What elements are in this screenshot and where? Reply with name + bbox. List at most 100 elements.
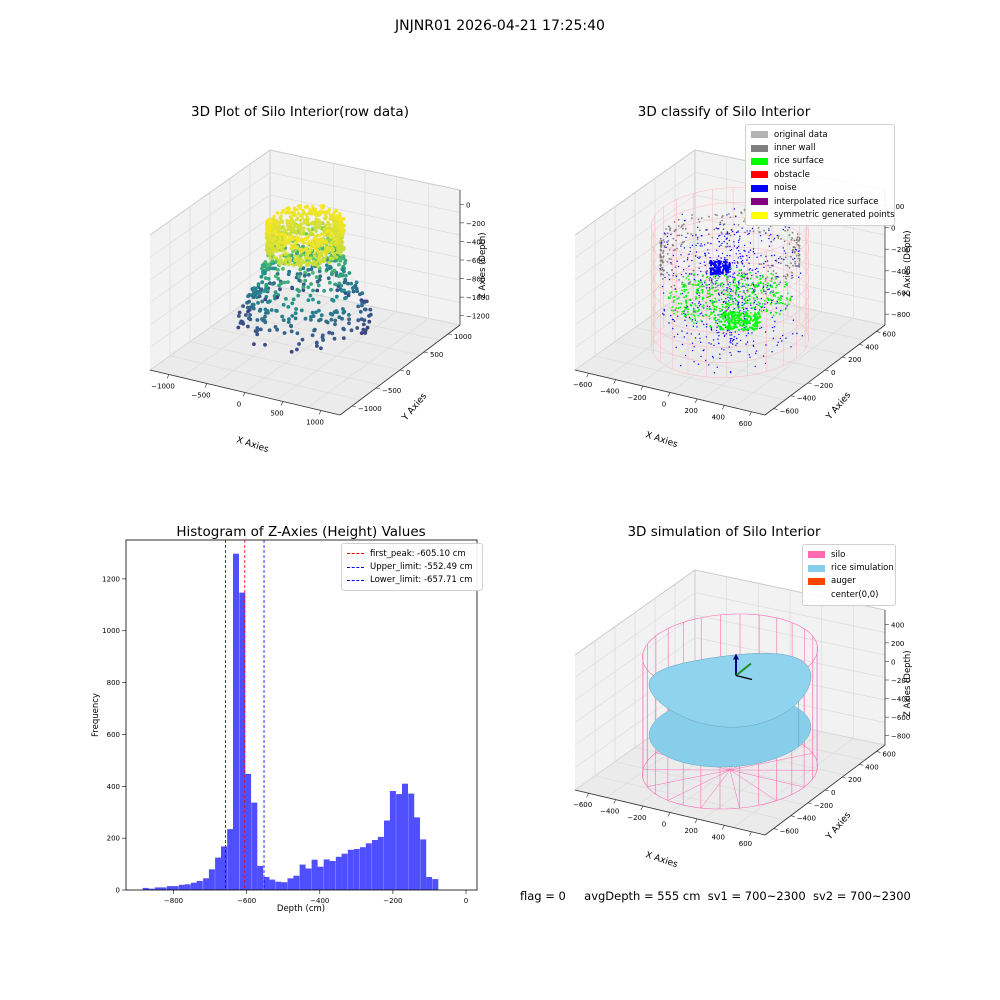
histogram-bar <box>426 877 433 890</box>
raw-point <box>272 214 276 218</box>
wall-point <box>665 228 667 230</box>
rice-surface-point <box>737 274 740 276</box>
raw-point <box>285 221 289 225</box>
rice-surface-point <box>742 306 745 309</box>
rice-surface-point <box>773 293 775 296</box>
noise-point <box>663 310 666 312</box>
raw-point <box>305 205 309 209</box>
rice-surface-point <box>721 313 724 316</box>
noise-point <box>727 296 729 298</box>
y-tick <box>447 333 453 336</box>
rice-surface-point <box>744 297 747 300</box>
rice-surface-point <box>712 286 714 289</box>
z-tick-label: −1200 <box>466 313 490 321</box>
rice-surface-point <box>739 269 742 272</box>
rice-surface-point <box>698 286 701 288</box>
noise-point <box>680 254 682 256</box>
wall-point <box>764 290 767 293</box>
noise-point <box>723 258 726 261</box>
raw-point <box>264 248 268 252</box>
noise-point <box>692 235 694 237</box>
noise-point <box>799 272 802 274</box>
raw-point <box>314 217 318 221</box>
noise-point <box>791 274 793 277</box>
noise-point <box>741 259 744 262</box>
wall-point <box>682 223 685 226</box>
raw-point <box>360 291 365 296</box>
rice-surface-point <box>676 298 679 300</box>
raw-point <box>287 317 291 321</box>
rice-surface-point <box>737 304 740 307</box>
legend-line-swatch <box>347 579 364 581</box>
raw-point <box>282 240 286 244</box>
rice-surface-point <box>726 278 729 281</box>
noise-point <box>681 330 683 332</box>
raw-point <box>306 242 310 246</box>
raw-point <box>311 204 315 209</box>
noise-point <box>753 252 756 255</box>
wall-point <box>720 231 723 234</box>
noise-point <box>711 278 713 280</box>
rice-surface-point <box>714 321 717 324</box>
noise-point <box>765 344 767 346</box>
rice-surface-point <box>692 314 695 317</box>
raw-point <box>324 319 329 324</box>
noise-point <box>746 230 748 232</box>
raw-point <box>320 241 324 245</box>
raw-point <box>236 325 241 330</box>
noise-point <box>740 257 742 260</box>
legend-item: rice surface <box>751 155 889 168</box>
rice-surface-point <box>754 318 757 321</box>
noise-point <box>703 349 705 351</box>
legend-item: Lower_limit: -657.71 cm <box>347 574 477 587</box>
x-tick-label: −400 <box>600 808 619 816</box>
simulation-x-axis-label: X Axies <box>644 850 679 870</box>
rice-surface-point <box>734 319 737 322</box>
raw-point <box>293 248 297 253</box>
noise-point <box>705 359 707 362</box>
raw-point <box>340 273 345 277</box>
noise-point <box>741 227 743 229</box>
rice-surface-point <box>741 274 744 276</box>
raw-point <box>288 219 292 223</box>
wall-point <box>713 228 716 231</box>
noise-point <box>759 303 761 305</box>
rice-surface-point <box>744 311 748 314</box>
raw-point <box>310 227 315 231</box>
raw-point <box>315 226 319 230</box>
raw-point <box>301 285 306 289</box>
noise-point <box>700 355 702 358</box>
rice-surface-point <box>743 324 746 327</box>
legend-label: auger <box>831 576 856 587</box>
noise-point <box>708 283 710 286</box>
noise-point <box>683 312 685 315</box>
y-tick <box>790 395 795 398</box>
rice-surface-point <box>720 308 723 311</box>
raw-point <box>268 244 272 248</box>
wall-point <box>794 246 796 249</box>
rice-surface-point <box>761 305 764 308</box>
wall-point <box>673 229 676 232</box>
raw-point <box>338 231 342 235</box>
rice-surface-point <box>784 303 787 306</box>
noise-point <box>764 362 767 365</box>
histogram-bar <box>172 886 179 890</box>
rice-surface-point <box>775 278 777 280</box>
noise-point <box>724 334 726 336</box>
y-tick <box>859 763 864 766</box>
rice-surface-point <box>688 278 690 281</box>
wall-point <box>696 238 699 240</box>
noise-point <box>764 303 766 305</box>
rice-surface-point <box>687 313 690 316</box>
wall-point <box>791 237 793 239</box>
raw-point <box>263 276 268 280</box>
rice-surface-point <box>729 298 732 300</box>
raw-point <box>308 293 313 298</box>
x-tick-label: 600 <box>739 840 752 848</box>
noise-point <box>710 242 712 245</box>
noise-point <box>728 233 730 235</box>
rice-surface-point <box>737 319 741 322</box>
wall-point <box>743 291 745 294</box>
avg-depth-text: avgDepth = 555 cm <box>584 889 701 903</box>
noise-point <box>756 267 758 270</box>
